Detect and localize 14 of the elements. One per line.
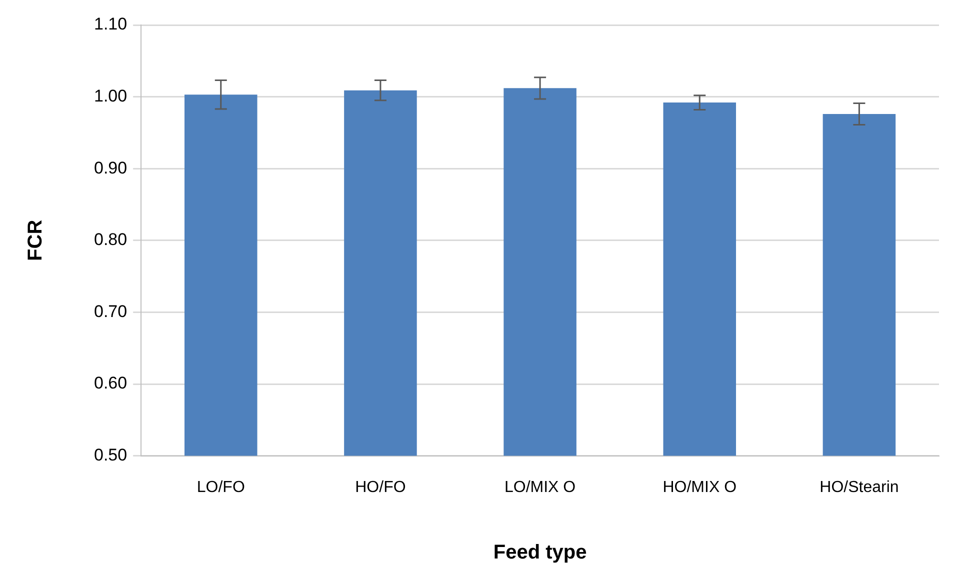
y-tick-label: 0.80 [94, 230, 128, 250]
x-tick-label: LO/MIX O [504, 478, 576, 496]
x-tick-label: HO/MIX O [662, 478, 737, 496]
x-tick-label: HO/FO [355, 478, 406, 496]
x-tick-label: LO/FO [196, 478, 245, 496]
y-tick-label: 0.60 [94, 374, 128, 393]
y-tick-label: 1.10 [94, 14, 128, 34]
x-axis-title: Feed type [493, 542, 587, 564]
x-tick-label: HO/Stearin [820, 478, 899, 496]
y-tick-label: 0.90 [94, 158, 128, 178]
y-tick-label: 0.70 [94, 302, 128, 321]
y-tick-label: 0.50 [94, 445, 128, 464]
y-tick-label: 1.00 [94, 86, 128, 106]
y-axis-title: FCR [24, 219, 47, 261]
